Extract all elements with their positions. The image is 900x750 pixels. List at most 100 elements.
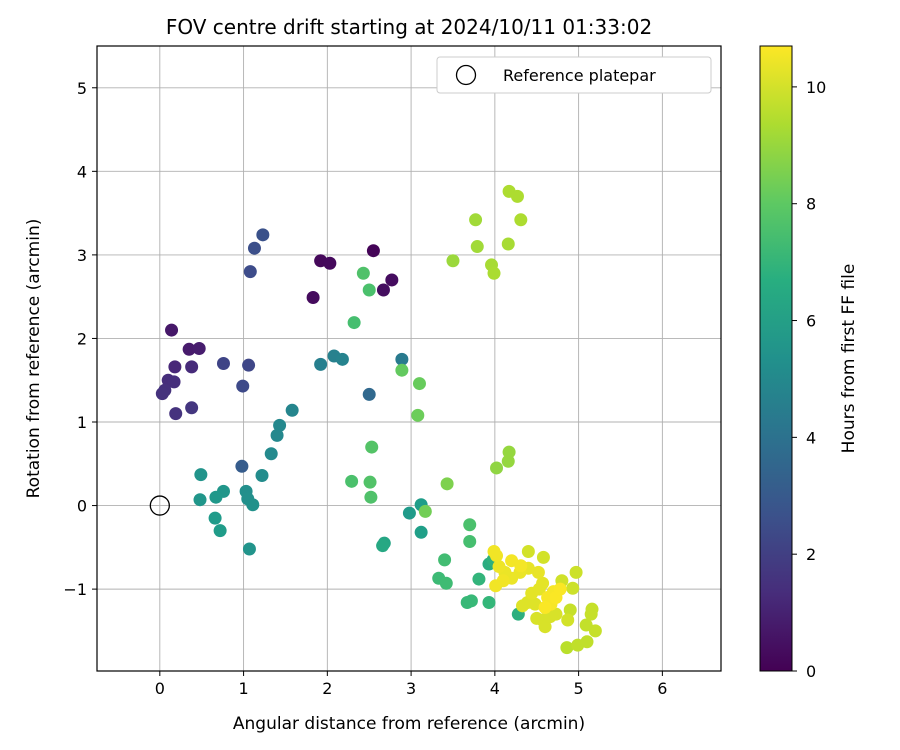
data-point [213,524,227,538]
data-point [560,641,574,655]
data-point [438,553,452,567]
colorbar [759,45,793,672]
data-point [347,316,361,330]
colorbar-tick-label: 10 [806,78,826,97]
data-point [395,352,409,366]
data-point [335,352,349,366]
data-point [549,607,563,621]
data-point [536,576,550,590]
plot-frame [96,45,722,672]
data-point [446,254,460,268]
data-point [165,323,179,337]
data-point [510,189,524,203]
data-point [376,283,390,297]
data-point [580,635,594,649]
y-tick-label: 4 [77,162,87,181]
chart-title: FOV centre drift starting at 2024/10/11 … [166,15,652,39]
data-point [185,401,199,415]
y-tick-label: 5 [77,79,87,98]
data-point [385,273,399,287]
data-point [167,375,181,389]
data-point [502,445,516,459]
data-point [584,607,598,621]
data-points [155,184,602,655]
data-point [569,565,583,579]
data-point [588,624,602,638]
data-point [366,244,380,258]
x-axis-label: Angular distance from reference (arcmin) [233,714,585,734]
colorbar-tick-label: 2 [806,545,816,564]
data-point [514,559,528,573]
reference-layer [149,495,170,516]
data-point [531,565,545,579]
data-point [376,539,390,553]
data-point [563,603,577,617]
data-point [256,228,270,242]
y-tick-label: −1 [63,580,87,599]
data-point [472,572,486,586]
data-point [242,542,256,556]
data-point [246,498,260,512]
data-point [182,342,196,356]
data-point [362,283,376,297]
legend: Reference platepar [436,56,712,94]
colorbar-tick-label: 4 [806,428,816,447]
data-point [553,582,567,596]
data-point [168,360,182,374]
x-tick-label: 4 [490,679,500,698]
data-point [411,408,425,422]
data-point [464,594,478,608]
data-point [242,358,256,372]
data-point [193,493,207,507]
y-tick-label: 2 [77,329,87,348]
x-tick-label: 0 [155,679,165,698]
data-point [155,387,169,401]
data-point [247,241,261,255]
data-point [306,291,320,305]
data-point [235,459,249,473]
data-point [365,440,379,454]
y-axis-label: Rotation from reference (arcmin) [24,219,44,499]
data-point [236,379,250,393]
data-point [538,620,552,634]
x-tick-label: 1 [238,679,248,698]
data-point [273,418,287,432]
data-point [536,550,550,564]
data-point [538,600,552,614]
data-point [463,518,477,532]
colorbar-label: Hours from first FF file [839,264,859,454]
colorbar-ticks: 0 2 4 6 8 10 [792,78,826,681]
legend-label: Reference platepar [503,66,656,85]
data-point [192,341,206,355]
data-point [470,240,484,254]
legend-marker-open-circle-icon [455,64,477,86]
reference-platepar-marker [149,495,170,516]
y-tick-label: 0 [77,497,87,516]
data-point [490,549,504,563]
data-point [364,490,378,504]
colorbar-tick-label: 8 [806,195,816,214]
data-point [209,490,223,504]
x-tick-label: 6 [657,679,667,698]
data-point [208,511,222,525]
data-point [490,461,504,475]
legend-box [436,56,712,94]
data-point [489,579,503,593]
data-point [439,576,453,590]
data-point [412,377,426,391]
data-point [362,387,376,401]
data-point [270,428,284,442]
data-point [264,447,278,461]
x-axis-ticks: 0 1 2 3 4 5 6 [155,671,667,698]
data-point [243,265,257,279]
data-point [345,474,359,488]
data-point [402,506,416,520]
data-point [363,475,377,489]
data-point [414,525,428,539]
data-point [521,545,535,559]
colorbar-tick-label: 6 [806,312,816,331]
data-point [492,560,506,574]
y-tick-label: 3 [77,246,87,265]
data-point [285,403,299,417]
